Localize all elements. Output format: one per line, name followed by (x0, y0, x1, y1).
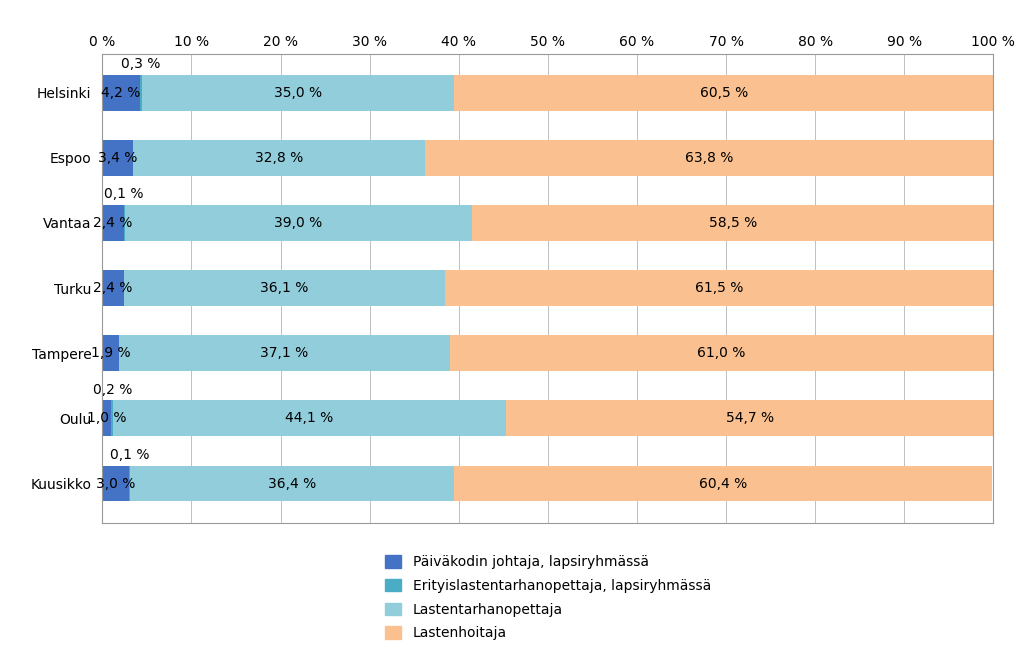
Text: 39,0 %: 39,0 % (274, 216, 323, 230)
Text: 37,1 %: 37,1 % (260, 346, 308, 360)
Text: 2,4 %: 2,4 % (93, 281, 133, 295)
Text: 0,2 %: 0,2 % (92, 383, 132, 397)
Text: 63,8 %: 63,8 % (685, 151, 733, 165)
Text: 0,1 %: 0,1 % (110, 448, 150, 462)
Bar (102, 270, 124, 306)
Bar (112, 401, 113, 436)
Bar (102, 205, 124, 241)
Text: 61,5 %: 61,5 % (695, 281, 743, 295)
Bar (133, 140, 425, 176)
Text: 32,8 %: 32,8 % (255, 151, 303, 165)
Bar (120, 335, 450, 371)
Bar (472, 205, 993, 241)
Text: 58,5 %: 58,5 % (709, 216, 757, 230)
Text: 4,2 %: 4,2 % (101, 86, 140, 100)
Text: 1,9 %: 1,9 % (91, 346, 131, 360)
Bar (142, 75, 455, 111)
Bar (102, 75, 140, 111)
Bar (102, 335, 120, 371)
Bar (140, 75, 142, 111)
Text: 44,1 %: 44,1 % (286, 411, 334, 425)
Text: 60,4 %: 60,4 % (699, 476, 748, 490)
Text: 36,4 %: 36,4 % (268, 476, 316, 490)
Text: 36,1 %: 36,1 % (260, 281, 309, 295)
Text: 1,0 %: 1,0 % (87, 411, 127, 425)
Text: 0,3 %: 0,3 % (122, 57, 161, 71)
Bar (130, 466, 455, 501)
Text: 3,0 %: 3,0 % (96, 476, 135, 490)
Text: 35,0 %: 35,0 % (274, 86, 323, 100)
Text: 61,0 %: 61,0 % (697, 346, 745, 360)
Bar (455, 75, 993, 111)
Bar (425, 140, 993, 176)
Bar (455, 466, 992, 501)
Text: 54,7 %: 54,7 % (726, 411, 774, 425)
Text: 3,4 %: 3,4 % (98, 151, 137, 165)
Bar (102, 401, 112, 436)
Bar (102, 140, 133, 176)
Text: 60,5 %: 60,5 % (699, 86, 748, 100)
Text: 0,1 %: 0,1 % (104, 187, 144, 201)
Bar (124, 270, 445, 306)
Bar (506, 401, 993, 436)
Bar (125, 205, 472, 241)
Bar (113, 401, 506, 436)
Bar (445, 270, 993, 306)
Legend: Päiväkodin johtaja, lapsiryhmässä, Erityislastentarhanopettaja, lapsiryhmässä, L: Päiväkodin johtaja, lapsiryhmässä, Erity… (378, 548, 718, 647)
Text: 2,4 %: 2,4 % (93, 216, 133, 230)
Bar (450, 335, 993, 371)
Bar (102, 466, 129, 501)
